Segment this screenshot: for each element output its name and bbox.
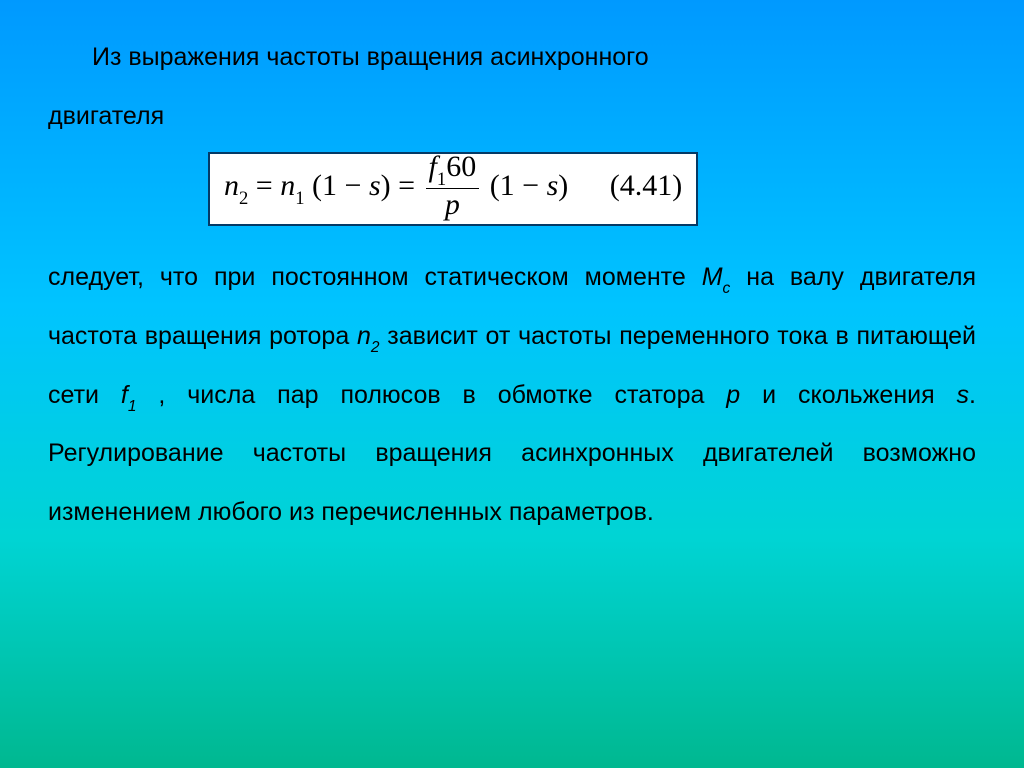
formula-denominator: p [426,189,480,220]
formula-row: n2 = n1 (1 − s) = f160 p (1 − s) (4.41) [48,152,976,227]
symbol-f1-f: f [121,381,128,409]
symbol-f1-sub: 1 [128,398,137,415]
symbol-n2: n2 [357,322,380,350]
formula-s2: s [547,169,559,202]
formula-paren2b: ) [558,169,568,202]
symbol-n2-sub: 2 [371,339,380,356]
formula-60: 60 [446,150,476,183]
formula-eq1: = [256,169,280,202]
slide-content: Из выражения частоты вращения асинхронно… [48,28,976,740]
body-text-4: , числа пар полюсов в обмотке статора [137,381,727,409]
symbol-Mc-sub: c [723,280,731,297]
symbol-n2-n: n [357,322,371,350]
formula-n1-sub: 1 [295,188,304,209]
formula-f: f [429,150,437,183]
formula-eqno: (4.41) [610,171,682,201]
body-text-5: и скольжения [740,381,956,409]
symbol-f1: f1 [121,381,137,409]
body-text-1: следует, что при постоянном статическом … [48,263,702,291]
formula-fraction: f160 p [426,152,480,221]
symbol-s: s [957,381,970,409]
formula-n1-var: n [280,169,295,202]
formula-f-sub: 1 [437,169,446,190]
formula-p: p [445,188,460,221]
formula-numerator: f160 [426,152,480,190]
formula-s1: s [369,169,381,202]
intro-line-1: Из выражения частоты вращения асинхронно… [92,43,649,71]
formula-paren1a: (1 − [312,169,369,202]
symbol-p: p [726,381,740,409]
formula-box: n2 = n1 (1 − s) = f160 p (1 − s) (4.41) [208,152,698,227]
formula-n2-var: n [224,169,239,202]
symbol-Mc-M: M [702,263,723,291]
intro-line-2: двигателя [48,102,164,130]
intro-paragraph: Из выражения частоты вращения асинхронно… [48,28,976,146]
formula-n2-sub: 2 [239,188,248,209]
formula-paren2a: (1 − [490,169,547,202]
symbol-Mc: Mc [702,263,731,291]
body-paragraph: следует, что при постоянном статическом … [48,248,976,542]
formula-paren1b: ) = [381,169,423,202]
